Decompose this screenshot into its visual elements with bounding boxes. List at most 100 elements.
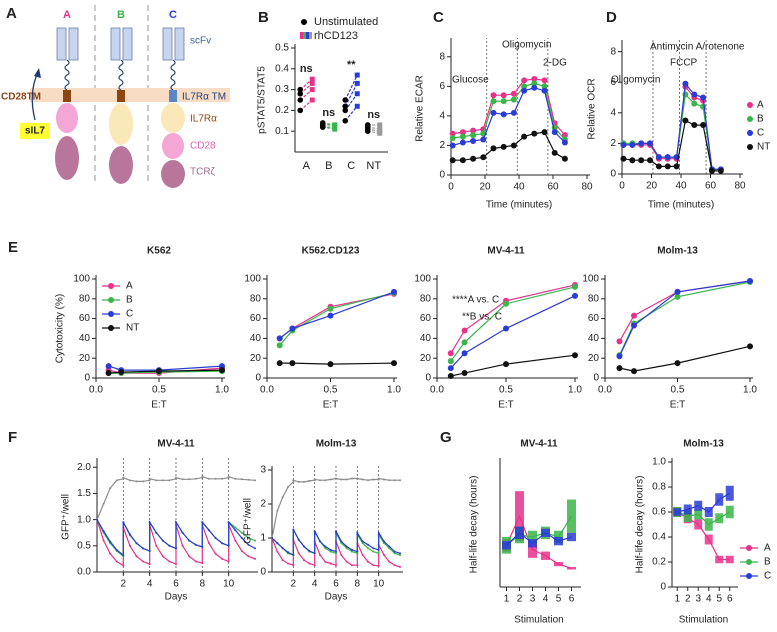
x-tick-label: 1 [504,594,510,605]
data-point [531,75,538,82]
data-point [700,122,707,129]
data-point [276,335,283,342]
construct-diagram: A A B C scFv IL7Rα TM IL7Rα CD28 TCRζ [1,5,230,188]
data-point [102,530,105,533]
x-tick-label: 6 [727,594,733,605]
data-point [647,140,654,147]
data-point [459,129,466,136]
data-point [276,542,279,545]
data-point [254,479,256,482]
dot [297,86,304,93]
data-point [616,365,623,372]
data-point [372,547,375,550]
data-point [240,531,243,534]
data-point [247,555,250,558]
data-point [122,554,125,557]
y-tick-label: 2.0 [77,462,91,473]
data-point [292,564,295,567]
legend-marker [301,19,307,25]
data-point [541,83,548,90]
legend-label: NT [126,323,139,334]
data-point [391,360,397,367]
data-point [531,80,538,87]
data-point [148,477,151,480]
x-axis-label: E:T [498,400,514,411]
data-point [631,322,637,329]
x-axis-label: Days [325,592,348,603]
legend-marker [747,116,753,122]
data-point [142,560,145,563]
data-point [747,277,753,284]
x-tick-label: 10 [373,579,385,590]
data-point [308,479,311,482]
x-tick-label: 2 [517,594,523,605]
data-point [122,564,125,567]
data-point [345,547,348,550]
data-point [620,141,627,148]
data-point [214,536,217,539]
data-point [682,80,689,87]
x-tick-label: 40 [675,181,687,192]
data-point [161,539,164,542]
data-point [168,479,171,482]
y-tick-label: 100 [73,274,90,285]
x-tick-label: 20 [646,181,658,192]
legend-marker [746,559,752,565]
legend-label: A [764,543,771,554]
domain-label: TCRζ [190,167,216,178]
data-point [510,96,517,103]
dot [332,122,338,128]
dot [377,122,383,128]
data-point [276,342,283,349]
x-tick-label: 4 [706,594,712,605]
data-point [361,554,364,556]
data-point [313,564,316,567]
y-tick-label: 0.3 [275,84,289,95]
x-tick-label: 0.5 [324,385,338,396]
y-tick-label: 60 [250,313,262,324]
legend-swatch [306,32,309,39]
dot [342,107,349,114]
data-point [313,530,316,533]
data-point [372,550,375,553]
data-point [561,132,568,139]
dot [297,97,304,103]
data-point [393,479,396,482]
data-point [572,292,578,299]
data-point [227,560,230,563]
legend-label: Unstimulated [314,16,378,28]
data-point [254,547,256,550]
data-point [356,550,359,553]
x-tick-label: 2 [685,594,691,605]
chart-title: Molm-13 [683,439,724,450]
legend-marker [747,130,753,136]
data-point [541,87,548,94]
y-tick-label: 20 [79,353,91,364]
x-tick-label: 2 [291,579,297,590]
y-tick-label: 0 [84,373,90,384]
x-tick-label: 8 [200,579,206,590]
data-point [572,352,578,359]
data-point [329,478,332,481]
data-point [287,551,289,554]
data-point [96,518,98,521]
data-point [289,325,296,332]
x-axis-label: E:T [151,400,167,411]
data-point [247,536,250,539]
data-point [181,544,184,547]
data-point [221,542,224,545]
dot [354,91,360,97]
data-point [313,478,316,481]
data-point [356,564,359,567]
data-point [447,373,454,380]
series-line [271,529,401,556]
y-tick-label: 3 [260,465,266,476]
series-line [450,284,576,354]
y-axis-label: GFP⁺/well [243,498,254,544]
data-point [510,142,517,149]
chart-title: Molm-13 [316,439,357,450]
data-point [388,545,391,548]
data-point [388,479,391,482]
data-point [383,478,385,481]
